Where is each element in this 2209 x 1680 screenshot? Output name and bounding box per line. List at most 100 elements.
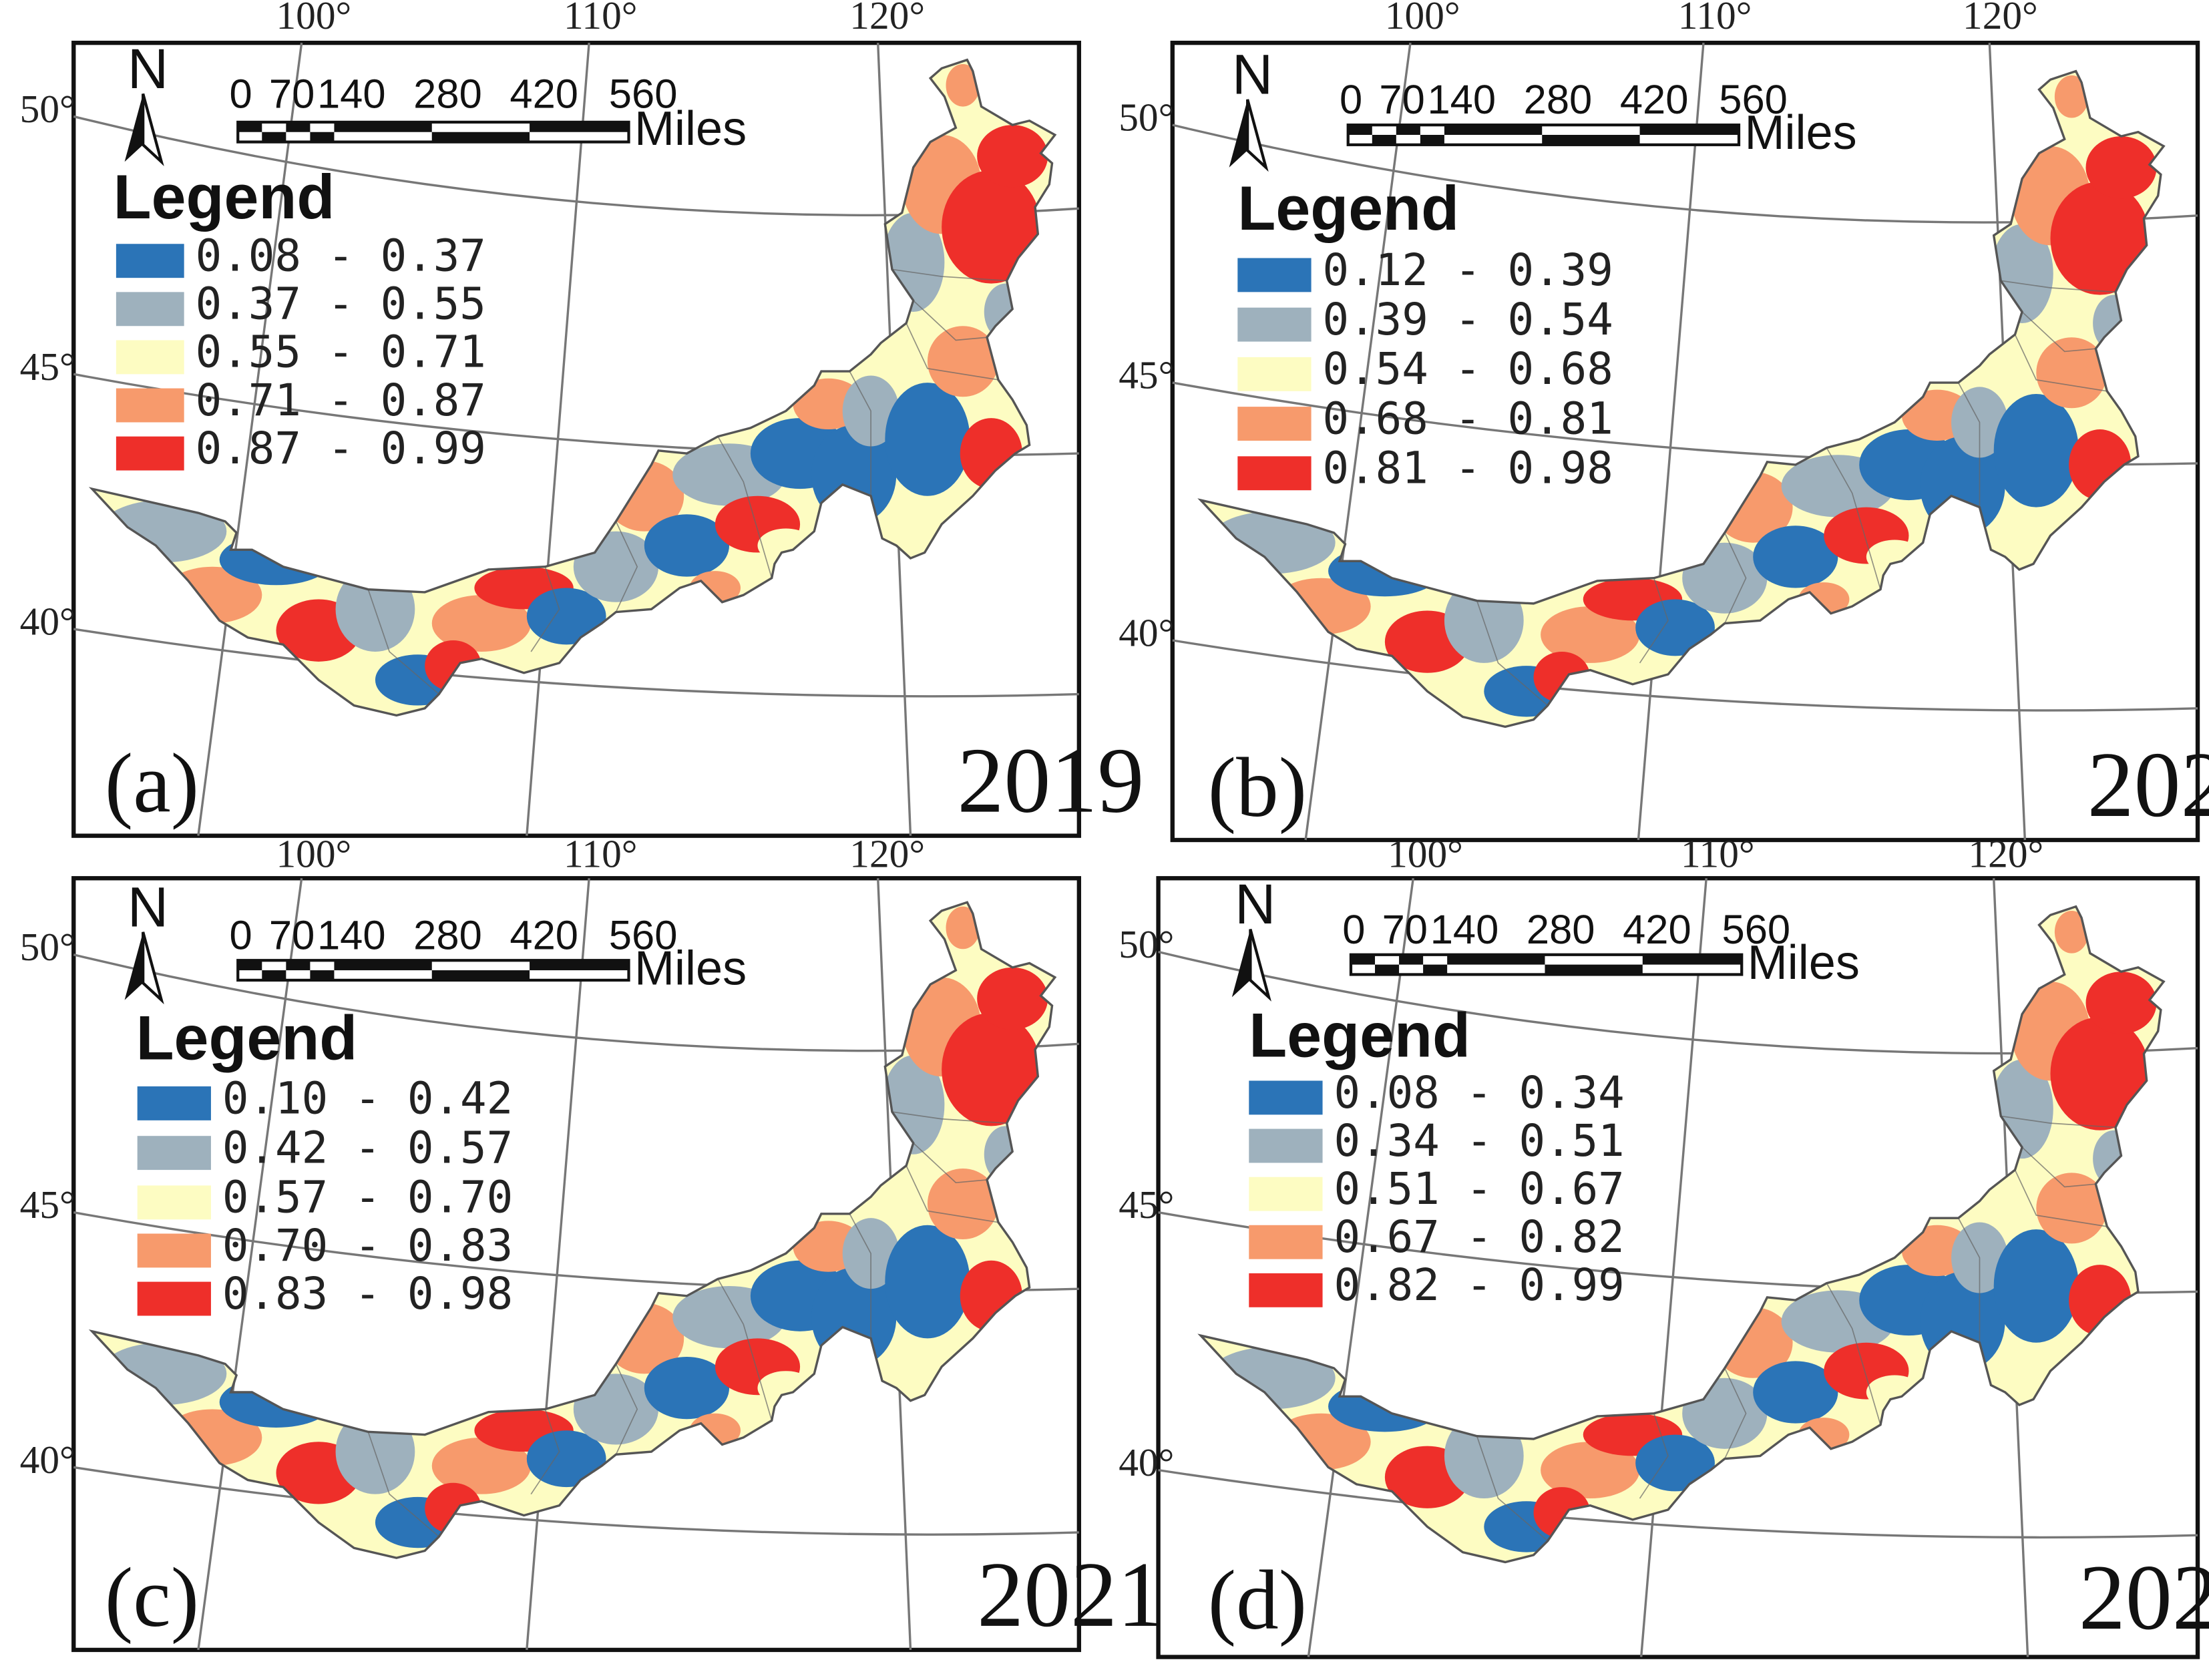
panel-d-lon-120: 120° bbox=[1969, 831, 2044, 875]
panel-a-legend-swatch-5 bbox=[116, 436, 184, 471]
panel-d-legend-label-3: 0.51 - 0.67 bbox=[1334, 1163, 1625, 1215]
panel-c-legend-label-3: 0.57 - 0.70 bbox=[222, 1172, 513, 1223]
svg-text:560: 560 bbox=[1719, 77, 1788, 123]
panel-d-north-arrow: N bbox=[1231, 872, 1275, 1002]
panel-b-north-arrow: N bbox=[1229, 42, 1273, 172]
svg-text:280: 280 bbox=[413, 71, 482, 118]
panel-d-year: 2022 bbox=[2079, 1546, 2209, 1649]
panel-b-lon-110: 110° bbox=[1678, 0, 1752, 37]
panel-b-lon-120: 120° bbox=[1963, 0, 2038, 37]
svg-text:140: 140 bbox=[1427, 77, 1496, 123]
panel-c-scale-bar: 0 70 140 280 420 560 Miles bbox=[230, 912, 747, 995]
panel-c-lat-45: 45° bbox=[20, 1183, 75, 1227]
panel-c-legend-swatch-2 bbox=[137, 1136, 211, 1171]
panel-b-letter: (b) bbox=[1208, 741, 1307, 835]
panel-a-legend-swatch-4 bbox=[116, 388, 184, 423]
panel-b-lat-45: 45° bbox=[1119, 353, 1174, 397]
panel-a-legend: Legend 0.08 - 0.37 0.37 - 0.55 0.55 - 0.… bbox=[114, 162, 486, 474]
panel-b-year: 2020 bbox=[2087, 733, 2209, 837]
panel-c-scale-unit: Miles bbox=[634, 941, 747, 995]
panel-c-north-arrow: N bbox=[124, 875, 168, 1005]
panel-c-lat-50: 50° bbox=[20, 925, 75, 969]
panel-b-lat-40: 40° bbox=[1119, 610, 1174, 654]
panel-c-year: 2021 bbox=[977, 1543, 1164, 1647]
panel-a-legend-swatch-2 bbox=[116, 292, 184, 327]
panel-c: 50° 45° 40° 100° 110° 120° N 0 70 140 28… bbox=[20, 829, 1164, 1653]
panel-b-lon-100: 100° bbox=[1385, 0, 1460, 37]
panel-b-legend-label-4: 0.68 - 0.81 bbox=[1323, 393, 1613, 444]
panel-c-letter: (c) bbox=[105, 1550, 199, 1645]
svg-text:70: 70 bbox=[1379, 77, 1424, 123]
panel-b-scale-bar: 0 70 140 280 420 560 Miles bbox=[1340, 77, 1857, 160]
panel-d-legend-label-2: 0.34 - 0.51 bbox=[1334, 1115, 1625, 1167]
svg-text:0: 0 bbox=[1340, 77, 1362, 123]
panel-d-legend: Legend 0.08 - 0.34 0.34 - 0.51 0.51 - 0.… bbox=[1249, 1000, 1625, 1311]
panel-d-legend-label-4: 0.67 - 0.82 bbox=[1334, 1211, 1625, 1263]
svg-text:140: 140 bbox=[317, 912, 386, 958]
panel-d-legend-swatch-5 bbox=[1249, 1273, 1323, 1307]
panel-d-legend-swatch-4 bbox=[1249, 1225, 1323, 1259]
panel-a-legend-label-4: 0.71 - 0.87 bbox=[196, 375, 486, 426]
svg-text:0: 0 bbox=[230, 71, 252, 118]
svg-text:70: 70 bbox=[269, 71, 315, 118]
panel-b-north-letter: N bbox=[1232, 42, 1273, 106]
svg-text:420: 420 bbox=[510, 912, 578, 958]
svg-text:140: 140 bbox=[317, 71, 386, 118]
panel-d-legend-swatch-1 bbox=[1249, 1080, 1323, 1115]
panel-c-legend-swatch-3 bbox=[137, 1185, 211, 1220]
panel-a-legend-label-2: 0.37 - 0.55 bbox=[196, 278, 486, 330]
panel-c-legend-swatch-5 bbox=[137, 1281, 211, 1316]
panel-d-frame bbox=[1156, 876, 2200, 1659]
panel-c-legend-swatch-4 bbox=[137, 1233, 211, 1268]
panel-b-legend-title: Legend bbox=[1237, 174, 1459, 243]
panel-a-legend-label-5: 0.87 - 0.99 bbox=[196, 423, 486, 474]
panel-d-legend-label-1: 0.08 - 0.34 bbox=[1334, 1067, 1625, 1118]
svg-text:560: 560 bbox=[609, 912, 678, 958]
panel-b-legend-swatch-3 bbox=[1237, 357, 1312, 391]
svg-text:140: 140 bbox=[1430, 907, 1499, 953]
panel-b-legend-swatch-5 bbox=[1237, 456, 1312, 491]
panel-b-legend-label-3: 0.54 - 0.68 bbox=[1323, 343, 1613, 395]
svg-text:280: 280 bbox=[413, 912, 482, 958]
panel-a-scale-bar: 0 70 140 280 420 560 Miles bbox=[230, 71, 747, 156]
panel-b-legend-label-5: 0.81 - 0.98 bbox=[1323, 443, 1613, 494]
panel-d-legend-swatch-2 bbox=[1249, 1128, 1323, 1163]
panel-b-legend-swatch-2 bbox=[1237, 307, 1312, 342]
panel-a-graticule: 50° 45° 40° 100° 110° 120° bbox=[20, 0, 1079, 836]
panel-d-graticule: 50° 45° 40° 100° 110° 120° bbox=[1119, 831, 2198, 1657]
panel-a-scale-unit: Miles bbox=[634, 102, 747, 156]
panel-d-north-letter: N bbox=[1235, 872, 1275, 935]
panel-d-legend-swatch-3 bbox=[1249, 1177, 1323, 1211]
panel-b-legend-label-1: 0.12 - 0.39 bbox=[1323, 244, 1613, 296]
svg-text:280: 280 bbox=[1527, 907, 1595, 953]
panel-d-legend-label-5: 0.82 - 0.99 bbox=[1334, 1259, 1625, 1311]
panel-d-lon-110: 110° bbox=[1681, 831, 1755, 875]
panel-a-north-letter: N bbox=[128, 37, 168, 100]
panel-a-year: 2019 bbox=[957, 729, 1144, 833]
panel-c-frame bbox=[71, 876, 1082, 1653]
panel-c-legend-label-5: 0.83 - 0.98 bbox=[222, 1268, 513, 1319]
svg-text:560: 560 bbox=[609, 71, 678, 118]
panel-a-legend-title: Legend bbox=[114, 162, 335, 232]
panel-c-legend: Legend 0.10 - 0.42 0.42 - 0.57 0.57 - 0.… bbox=[136, 1004, 514, 1319]
panel-c-lat-40: 40° bbox=[20, 1438, 75, 1482]
panel-c-north-letter: N bbox=[128, 875, 168, 938]
panel-d-legend-title: Legend bbox=[1249, 1000, 1470, 1070]
panel-b-frame bbox=[1170, 40, 2200, 843]
panel-a-letter: (a) bbox=[105, 737, 199, 831]
panel-b-legend: Legend 0.12 - 0.39 0.39 - 0.54 0.54 - 0.… bbox=[1237, 174, 1613, 494]
panel-d-lat-45: 45° bbox=[1119, 1183, 1174, 1227]
panel-d-scale-unit: Miles bbox=[1748, 936, 1860, 990]
panel-b-legend-label-2: 0.39 - 0.54 bbox=[1323, 294, 1613, 345]
panel-a-lat-45: 45° bbox=[20, 345, 75, 389]
svg-text:420: 420 bbox=[1620, 77, 1689, 123]
panel-a-lon-120: 120° bbox=[849, 0, 925, 37]
panel-a-north-arrow: N bbox=[124, 37, 168, 166]
svg-text:280: 280 bbox=[1524, 77, 1593, 123]
panel-b-scale-unit: Miles bbox=[1744, 106, 1856, 160]
svg-text:0: 0 bbox=[230, 912, 252, 958]
panel-a-legend-label-3: 0.55 - 0.71 bbox=[196, 327, 486, 378]
panel-a-frame bbox=[71, 40, 1082, 838]
panel-a: 50° 45° 40° 100° 110° 120° N 0 70 140 28… bbox=[20, 0, 1144, 838]
panel-c-legend-label-2: 0.42 - 0.57 bbox=[222, 1122, 513, 1173]
